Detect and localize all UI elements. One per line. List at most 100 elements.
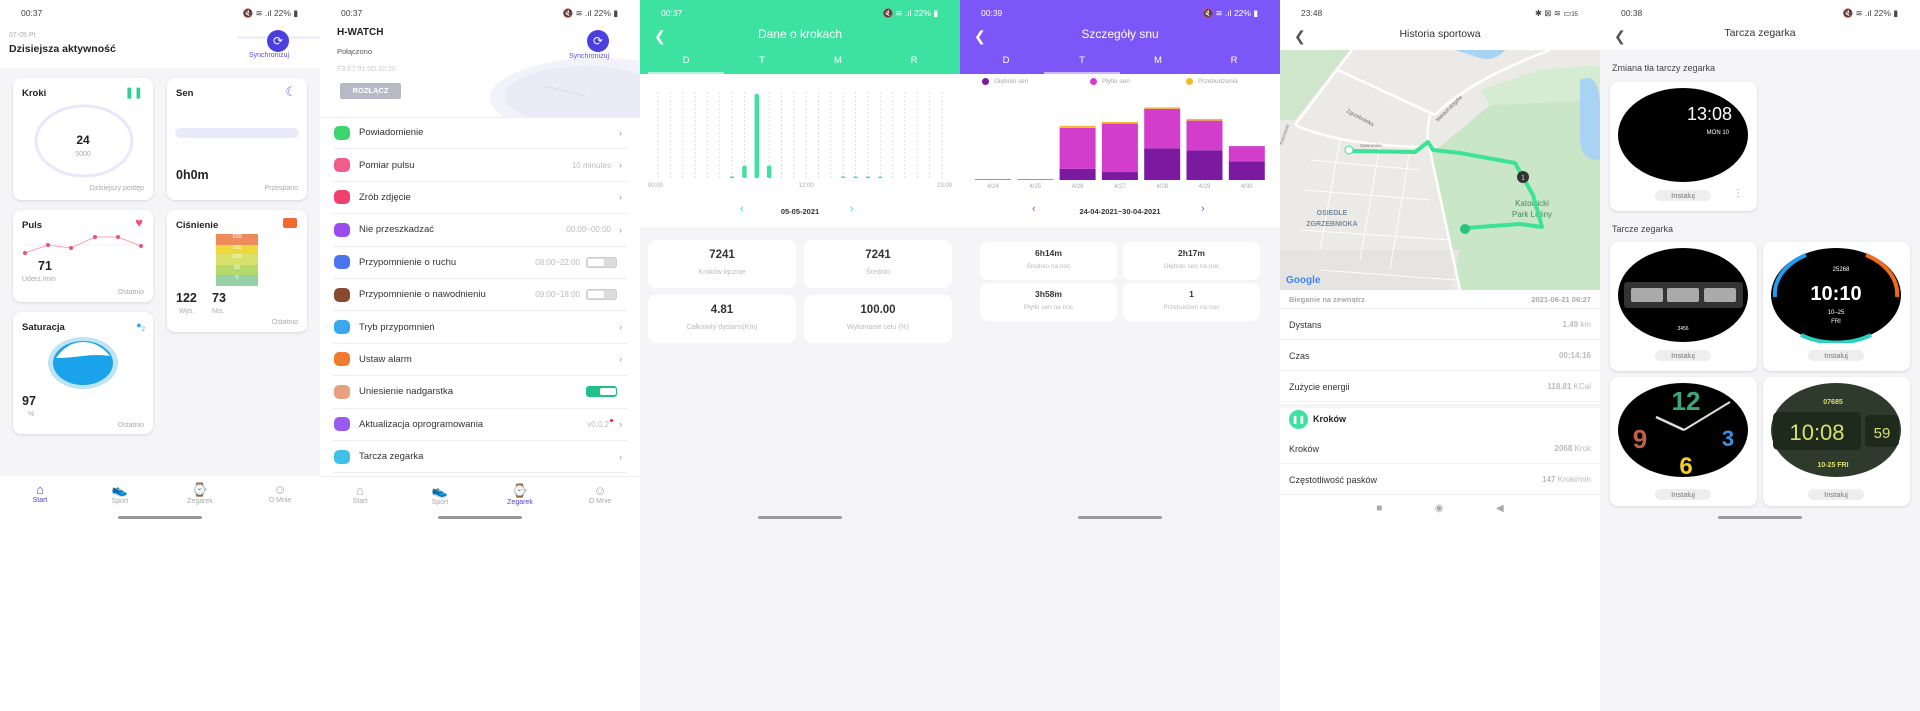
settings-row[interactable]: Powiadomienie ›	[333, 117, 627, 150]
step-bar	[766, 165, 772, 178]
pulse-card[interactable]: Puls ♥ 71 Uderz./min Ostatnio	[13, 210, 153, 302]
status-bar: 00:39 🔇 ≋ .ıl 22% ▮	[981, 6, 1258, 20]
back-button[interactable]: ❮	[974, 28, 986, 44]
detail-value: 00:14:16	[1559, 351, 1591, 360]
settings-row[interactable]: Nie przeszkadzać 00:00~00:00 ›	[333, 214, 627, 247]
disconnect-button[interactable]: ROZŁĄCZ	[340, 83, 401, 99]
install-button[interactable]: Instaluj	[1655, 489, 1711, 500]
next-date-button[interactable]: ›	[850, 203, 854, 215]
unit: km	[1580, 320, 1591, 329]
sleep-bar-deep	[1144, 148, 1181, 180]
legend-label: Płytki sen	[1102, 78, 1130, 85]
nav-sport[interactable]: 👟 Sport	[80, 476, 160, 520]
face-card[interactable]: 12 9 3 6 Instaluj	[1610, 377, 1757, 506]
install-button[interactable]: Instaluj	[1655, 350, 1711, 361]
home-icon: ⌂	[356, 483, 364, 498]
more-options-icon[interactable]: ⋮	[1733, 188, 1743, 199]
pressure-card[interactable]: Ciśnienie 200 150 100 50 0 122 73 Wys. N…	[167, 210, 307, 332]
steps-card[interactable]: Kroki ❚❚ 24 5000 Dzisiejszy postęp	[13, 78, 153, 200]
legend-label: Głęboki sen	[994, 78, 1029, 85]
wrist-icon	[333, 383, 351, 401]
prev-date-button[interactable]: ‹	[740, 203, 744, 215]
install-button[interactable]: Instaluj	[1808, 489, 1864, 500]
nav-me[interactable]: ☺ O Mnie	[240, 476, 320, 520]
nav-start[interactable]: ⌂ Start	[0, 476, 80, 520]
face-numeral: 6	[1679, 453, 1692, 478]
back-button[interactable]: ❮	[654, 28, 666, 44]
current-date: 05-05-2021	[780, 207, 820, 216]
nav-start[interactable]: ⌂ Start	[320, 477, 400, 520]
settings-row[interactable]: Pomiar pulsu 10 minutes ›	[333, 149, 627, 182]
tab-week[interactable]: T	[759, 55, 765, 66]
tab-week[interactable]: T	[1044, 55, 1120, 74]
nav-sport[interactable]: 👟 Sport	[400, 477, 480, 520]
home-indicator	[438, 516, 522, 519]
settings-row[interactable]: Tryb przypomnień ›	[333, 311, 627, 344]
sleep-card[interactable]: Sen ☾ 0h0m Przespano	[167, 78, 307, 200]
face-day: FRI	[1831, 319, 1841, 325]
toggle-switch[interactable]	[586, 386, 617, 398]
nav-watch[interactable]: ⌚ Zegarek	[160, 476, 240, 520]
nav-me[interactable]: ☺ O Mnie	[560, 477, 640, 520]
face-date: 10–25	[1828, 310, 1845, 316]
next-week-button[interactable]: ›	[1201, 203, 1205, 215]
status-icons: 🔇 ≋ .ıl 22% ▮	[242, 7, 298, 18]
face-card[interactable]: 07685 10:08 59 10-25 FRI Instaluj	[1763, 377, 1910, 506]
tab-month[interactable]: M	[1154, 55, 1162, 66]
device-screen: 00:37 🔇 ≋ .ıl 22% ▮ H-WATCH Połączono F3:…	[320, 0, 640, 711]
tab-day[interactable]: D	[1002, 55, 1010, 66]
sync-icon[interactable]: ⟳	[587, 30, 609, 52]
stat-value: 3h58m	[1035, 289, 1062, 299]
toggle-switch[interactable]	[586, 256, 617, 268]
detail-row: Kroków 2068 Krok	[1280, 434, 1600, 464]
stat-label: Wykonanie celu (%)	[846, 324, 910, 331]
period-tabs: D T M R	[648, 55, 952, 74]
watch-illustration	[490, 58, 640, 118]
settings-row[interactable]: Zrób zdjęcie ›	[333, 182, 627, 215]
route-map[interactable]: Zgrzebnioka Meteorologów Gawronów Kościu…	[1280, 50, 1600, 290]
tab-month[interactable]: M	[834, 55, 842, 66]
settings-row[interactable]: Aktualizacja oprogramowania v0.0.2 ›	[333, 409, 627, 441]
face-card[interactable]: 25268 10:10 10–25 FRI Instaluj	[1763, 242, 1910, 371]
user-icon: ☺	[273, 482, 287, 497]
sport-history-screen: 23:48 ✱ ⊠ ≋ ▭35 ❮ Historia sportowa Zgrze…	[1280, 0, 1600, 711]
chevron-right-icon: ›	[619, 160, 622, 171]
row-label: Tarcza zegarka	[359, 451, 424, 463]
watch-face-preview: 13:08 MON 10	[1618, 88, 1748, 182]
chart-area: 00:00 12:00 23:00 ‹ 05-05-2021 ›	[640, 74, 960, 227]
row-label: Tryb przypomnień	[359, 321, 435, 333]
install-button[interactable]: Instaluj	[1655, 190, 1711, 201]
settings-row[interactable]: Przypomnienie o ruchu 08:00~22:00	[333, 247, 627, 279]
toggle-switch[interactable]	[586, 289, 617, 301]
sleep-bar-light	[1186, 120, 1223, 151]
home-button[interactable]: ◉	[1434, 503, 1444, 514]
back-button[interactable]: ❮	[1294, 28, 1306, 44]
tab-year[interactable]: R	[910, 55, 918, 66]
legend-item: Przebudzenia	[1186, 78, 1238, 85]
back-button[interactable]: ❮	[1614, 28, 1626, 44]
install-button[interactable]: Instaluj	[1808, 350, 1864, 361]
nav-watch[interactable]: ⌚ Zegarek	[480, 477, 560, 520]
prev-week-button[interactable]: ‹	[1032, 203, 1036, 215]
back-nav-button[interactable]: ◀	[1496, 503, 1504, 514]
custom-face-card[interactable]: 13:08 MON 10 Instaluj ⋮	[1610, 82, 1757, 211]
settings-row[interactable]: Ustaw alarm ›	[333, 344, 627, 377]
moon-icon	[333, 221, 351, 239]
face-card[interactable]: 3456 Instaluj	[1610, 242, 1757, 371]
step-bar	[754, 94, 759, 178]
sync-button[interactable]: Synchronizuj	[569, 53, 610, 60]
face-steps: 3456	[1677, 326, 1688, 332]
sync-button[interactable]: Synchronizuj	[249, 52, 290, 59]
settings-row[interactable]: Przypomnienie o nawodnieniu 09:00~18:00	[333, 279, 627, 312]
recents-button[interactable]: ■	[1376, 503, 1383, 514]
shoe-icon: 👟	[111, 482, 129, 497]
diastolic-value: 73	[212, 291, 226, 305]
settings-row[interactable]: Tarcza zegarka ›	[333, 441, 627, 474]
settings-row[interactable]: Uniesienie nadgarstka	[333, 376, 627, 409]
unit: KCal	[1573, 382, 1591, 391]
tab-day[interactable]: D	[648, 55, 724, 74]
clock: 00:37	[661, 8, 683, 18]
tab-year[interactable]: R	[1230, 55, 1238, 66]
sync-icon[interactable]: ⟳	[267, 30, 289, 52]
saturation-card[interactable]: Saturacja ●2 97 % Ostatnio	[13, 312, 153, 434]
